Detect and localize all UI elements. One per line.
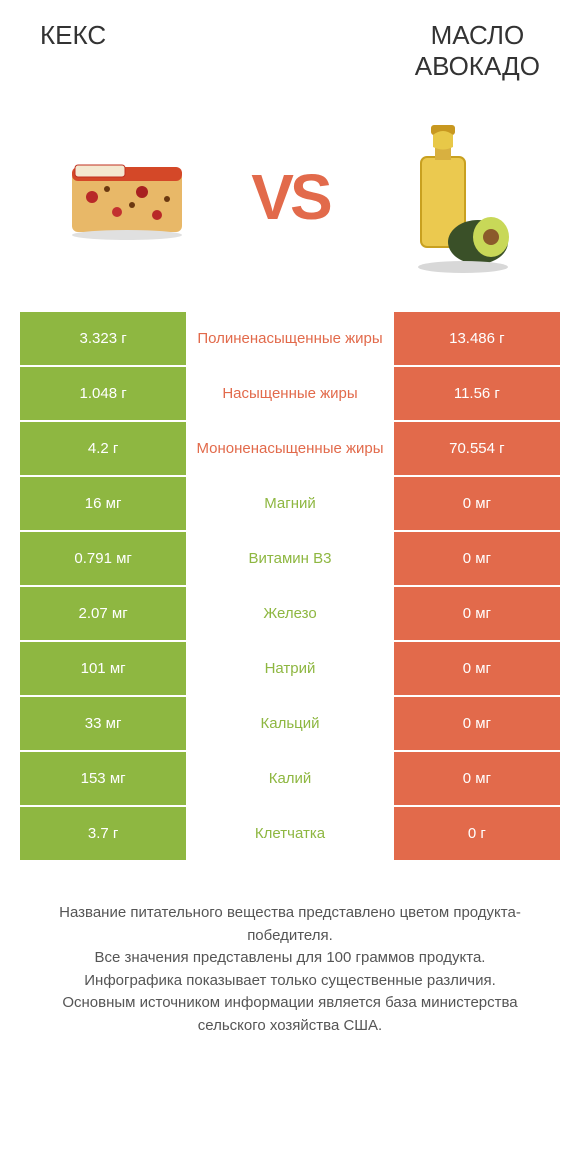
left-value-cell: 3.323 г bbox=[20, 312, 186, 367]
right-value-cell: 0 мг bbox=[394, 642, 560, 697]
footer-line-1: Название питательного вещества представл… bbox=[30, 902, 550, 947]
table-row: 0.791 мгВитамин B30 мг bbox=[20, 532, 560, 587]
table-row: 153 мгКалий0 мг bbox=[20, 752, 560, 807]
footer-line-3: Инфографика показывает только существенн… bbox=[30, 970, 550, 993]
footer-line-4: Основным источником информации является … bbox=[30, 992, 550, 1037]
right-value-cell: 70.554 г bbox=[394, 422, 560, 477]
nutrient-label-cell: Кальций bbox=[186, 697, 394, 752]
nutrient-label-cell: Калий bbox=[186, 752, 394, 807]
vs-label: VS bbox=[251, 160, 328, 234]
table-row: 16 мгМагний0 мг bbox=[20, 477, 560, 532]
table-row: 101 мгНатрий0 мг bbox=[20, 642, 560, 697]
left-value-cell: 16 мг bbox=[20, 477, 186, 532]
nutrient-label-cell: Насыщенные жиры bbox=[186, 367, 394, 422]
nutrient-label-cell: Натрий bbox=[186, 642, 394, 697]
right-title-line1: МАСЛО bbox=[415, 20, 540, 51]
images-row: VS bbox=[0, 92, 580, 312]
footer-notes: Название питательного вещества представл… bbox=[0, 902, 580, 1057]
right-value-cell: 13.486 г bbox=[394, 312, 560, 367]
table-row: 33 мгКальций0 мг bbox=[20, 697, 560, 752]
avocado-oil-icon bbox=[383, 127, 523, 267]
table-row: 2.07 мгЖелезо0 мг bbox=[20, 587, 560, 642]
fruitcake-icon bbox=[57, 127, 197, 267]
header: КЕКС МАСЛО АВОКАДО bbox=[0, 0, 580, 92]
left-product-title: КЕКС bbox=[40, 20, 106, 82]
table-row: 3.7 гКлетчатка0 г bbox=[20, 807, 560, 862]
table-row: 4.2 гМононенасыщенные жиры70.554 г bbox=[20, 422, 560, 477]
left-value-cell: 33 мг bbox=[20, 697, 186, 752]
nutrient-label-cell: Полиненасыщенные жиры bbox=[186, 312, 394, 367]
left-value-cell: 4.2 г bbox=[20, 422, 186, 477]
right-value-cell: 0 мг bbox=[394, 532, 560, 587]
comparison-table: 3.323 гПолиненасыщенные жиры13.486 г1.04… bbox=[20, 312, 560, 862]
footer-line-2: Все значения представлены для 100 граммо… bbox=[30, 947, 550, 970]
left-value-cell: 153 мг bbox=[20, 752, 186, 807]
right-value-cell: 0 г bbox=[394, 807, 560, 862]
right-value-cell: 0 мг bbox=[394, 587, 560, 642]
nutrient-label-cell: Мононенасыщенные жиры bbox=[186, 422, 394, 477]
right-value-cell: 11.56 г bbox=[394, 367, 560, 422]
left-value-cell: 3.7 г bbox=[20, 807, 186, 862]
table-row: 1.048 гНасыщенные жиры11.56 г bbox=[20, 367, 560, 422]
nutrient-label-cell: Железо bbox=[186, 587, 394, 642]
nutrient-label-cell: Клетчатка bbox=[186, 807, 394, 862]
left-value-cell: 2.07 мг bbox=[20, 587, 186, 642]
left-value-cell: 0.791 мг bbox=[20, 532, 186, 587]
table-row: 3.323 гПолиненасыщенные жиры13.486 г bbox=[20, 312, 560, 367]
right-title-line2: АВОКАДО bbox=[415, 51, 540, 82]
right-value-cell: 0 мг bbox=[394, 697, 560, 752]
right-value-cell: 0 мг bbox=[394, 752, 560, 807]
nutrient-label-cell: Магний bbox=[186, 477, 394, 532]
left-value-cell: 101 мг bbox=[20, 642, 186, 697]
left-value-cell: 1.048 г bbox=[20, 367, 186, 422]
right-product-title: МАСЛО АВОКАДО bbox=[415, 20, 540, 82]
right-value-cell: 0 мг bbox=[394, 477, 560, 532]
nutrient-label-cell: Витамин B3 bbox=[186, 532, 394, 587]
